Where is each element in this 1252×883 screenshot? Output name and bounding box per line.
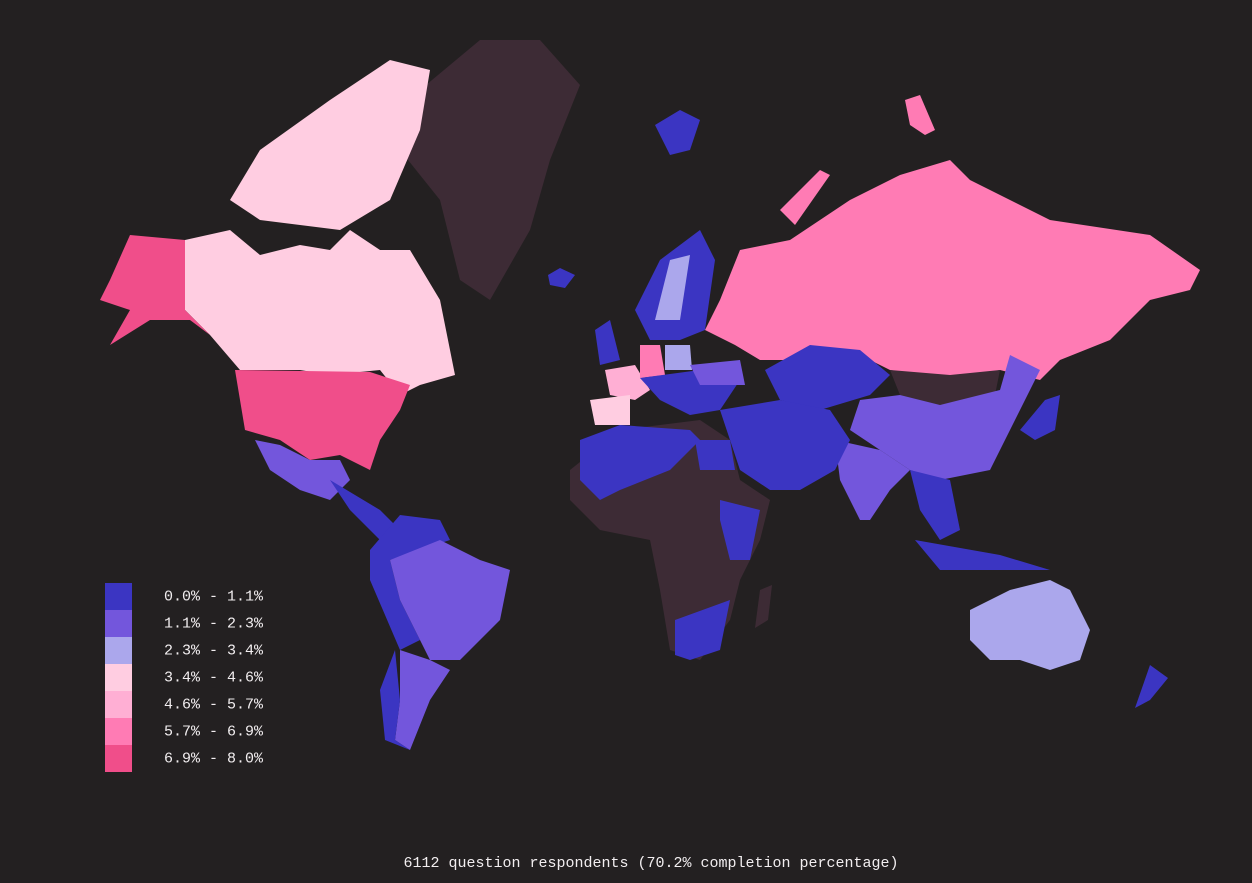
svalbard	[655, 110, 700, 155]
canada	[185, 230, 455, 395]
north-africa	[580, 425, 700, 500]
indonesia	[915, 540, 1050, 570]
south-africa	[675, 600, 730, 660]
usa	[235, 370, 410, 470]
legend-swatch	[105, 691, 132, 718]
iceland	[548, 268, 575, 288]
legend-label: 1.1% - 2.3%	[164, 615, 264, 632]
central-america	[330, 480, 400, 540]
legend-label: 2.3% - 3.4%	[164, 642, 264, 659]
legend-swatch	[105, 583, 132, 610]
greenland	[400, 40, 580, 300]
legend-swatch	[105, 718, 132, 745]
east-africa	[720, 500, 760, 560]
novaya-zemlya	[905, 95, 935, 135]
madagascar	[755, 585, 772, 628]
france	[605, 365, 650, 400]
germany	[640, 345, 665, 378]
india	[835, 440, 910, 520]
legend-swatch	[105, 637, 132, 664]
legend-label: 6.9% - 8.0%	[164, 750, 264, 767]
chile	[380, 650, 410, 750]
russia	[705, 160, 1200, 380]
southeast-asia	[910, 470, 960, 540]
legend-label: 0.0% - 1.1%	[164, 588, 264, 605]
legend-label: 4.6% - 5.7%	[164, 696, 264, 713]
japan	[1020, 395, 1060, 440]
brazil	[390, 540, 510, 660]
middle-east	[720, 400, 850, 490]
alaska	[100, 235, 210, 345]
argentina	[395, 650, 450, 750]
footer: 6112 question respondents (70.2% complet…	[403, 855, 898, 872]
china	[850, 355, 1040, 480]
mongolia	[890, 370, 1000, 405]
north-andes	[370, 515, 450, 650]
legend-swatch	[105, 610, 132, 637]
spain	[590, 395, 630, 425]
poland	[665, 345, 692, 370]
ukraine	[690, 360, 745, 385]
new-zealand	[1135, 665, 1168, 708]
sweden	[655, 255, 690, 320]
legend-label: 3.4% - 4.6%	[164, 669, 264, 686]
legend-label: 5.7% - 6.9%	[164, 723, 264, 740]
kazakhstan	[765, 345, 890, 410]
arctic-island	[780, 170, 830, 225]
legend: 0.0% - 1.1% 1.1% - 2.3% 2.3% - 3.4% 3.4% - …	[105, 583, 264, 772]
mexico	[255, 440, 350, 500]
countries	[100, 40, 1200, 750]
uk	[595, 320, 620, 365]
canada-islands	[230, 60, 430, 230]
egypt	[695, 440, 735, 470]
australia	[970, 580, 1090, 670]
legend-swatch	[105, 745, 132, 772]
legend-swatch	[105, 664, 132, 691]
